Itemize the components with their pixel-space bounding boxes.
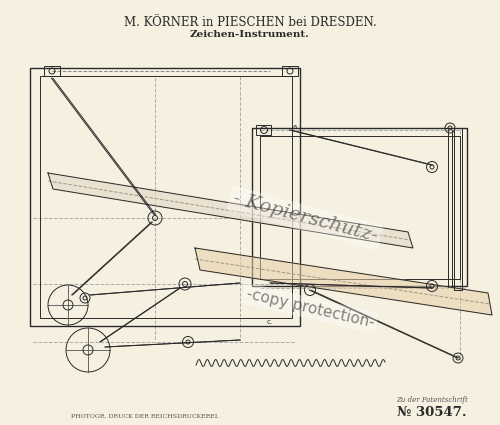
Bar [44,66,60,76]
Bar [282,66,298,76]
Text: a: a [293,124,297,130]
Bar [40,76,292,318]
Bar [30,68,300,326]
Bar [252,128,467,286]
Text: c.: c. [267,319,273,325]
Text: PHOTOGR. DRUCK DER REICHSDRUCKEREI.: PHOTOGR. DRUCK DER REICHSDRUCKEREI. [71,414,219,419]
Text: Zeichen-Instrument.: Zeichen-Instrument. [190,29,310,39]
Bar [256,125,271,135]
Polygon shape [195,248,492,315]
Text: M. KÖRNER in PIESCHEN bei DRESDEN.: M. KÖRNER in PIESCHEN bei DRESDEN. [124,15,376,28]
Text: -copy protection-: -copy protection- [244,286,376,330]
Text: - Kopierschutz-: - Kopierschutz- [230,190,380,246]
Text: № 30547.: № 30547. [397,406,467,419]
Polygon shape [48,173,413,248]
Bar [260,136,460,279]
Text: Zu der Patentschrift: Zu der Patentschrift [396,396,468,404]
